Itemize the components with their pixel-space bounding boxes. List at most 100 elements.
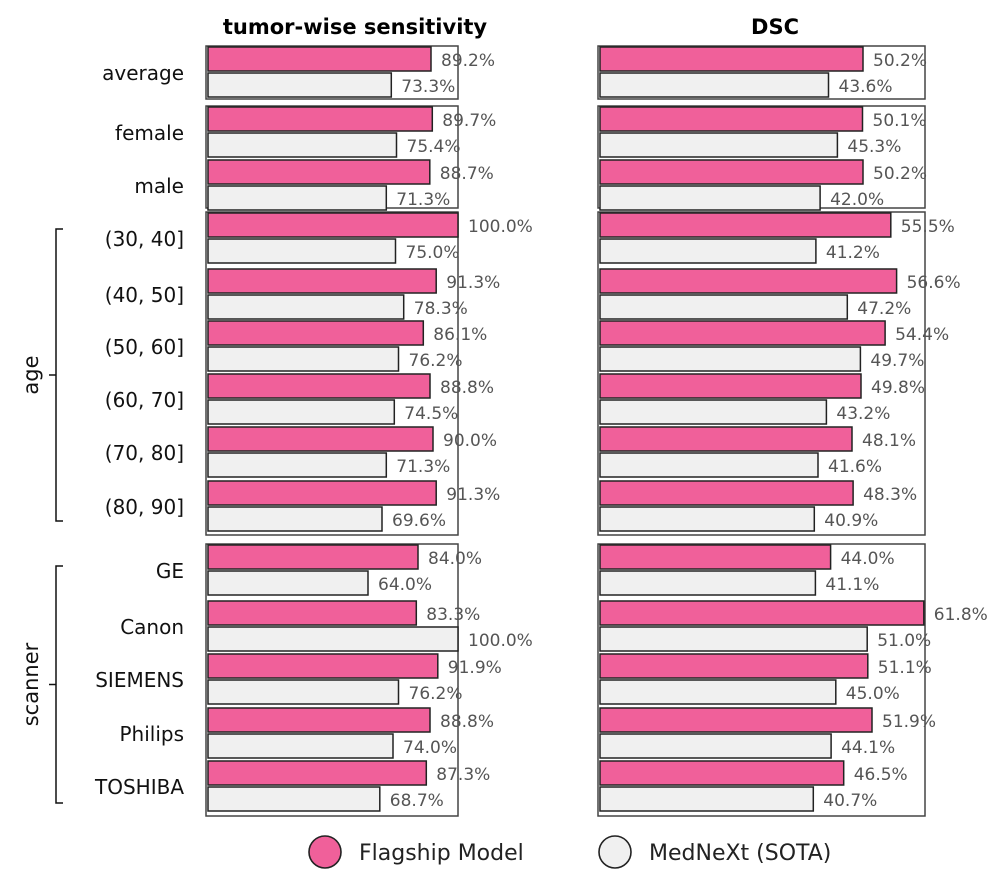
panel-2-group-frame-1 bbox=[597, 45, 926, 100]
bar-panel1-mednext bbox=[207, 72, 393, 98]
value-label: 68.7% bbox=[390, 791, 444, 811]
bar-panel2-mednext bbox=[599, 733, 832, 759]
value-label: 61.8% bbox=[934, 605, 988, 625]
bar-panel2-mednext bbox=[599, 506, 816, 532]
bar-panel2-flagship bbox=[599, 373, 862, 399]
value-label: 91.3% bbox=[446, 485, 500, 505]
bar-panel2-flagship bbox=[599, 106, 864, 132]
category-label: (30, 40] bbox=[105, 227, 184, 251]
value-label: 44.1% bbox=[841, 738, 895, 758]
bar-panel2-flagship bbox=[599, 760, 845, 786]
value-label: 74.5% bbox=[404, 404, 458, 424]
bar-panel2-flagship bbox=[599, 480, 854, 506]
category-label: GE bbox=[156, 559, 184, 583]
bar-panel2-mednext bbox=[599, 399, 828, 425]
bar-panel1-flagship bbox=[207, 480, 437, 506]
bar-panel2-flagship bbox=[599, 426, 853, 452]
bar-panel1-flagship bbox=[207, 46, 432, 72]
value-label: 40.9% bbox=[824, 511, 878, 531]
category-label: (50, 60] bbox=[105, 335, 184, 359]
bar-panel2-mednext bbox=[599, 786, 815, 812]
value-label: 50.2% bbox=[873, 51, 927, 71]
bar-panel2-flagship bbox=[599, 268, 898, 294]
bar-panel2-flagship bbox=[599, 544, 832, 570]
category-label: average bbox=[102, 61, 184, 85]
bar-panel1-flagship bbox=[207, 426, 434, 452]
value-label: 51.9% bbox=[882, 712, 936, 732]
value-label: 50.2% bbox=[873, 164, 927, 184]
panel-1-group-frame-3 bbox=[205, 211, 459, 536]
value-label: 45.3% bbox=[847, 137, 901, 157]
value-label: 48.3% bbox=[863, 485, 917, 505]
value-label: 64.0% bbox=[378, 575, 432, 595]
value-label: 45.0% bbox=[846, 684, 900, 704]
bar-panel1-mednext bbox=[207, 679, 400, 705]
bar-panel1-flagship bbox=[207, 544, 419, 570]
value-label: 84.0% bbox=[428, 549, 482, 569]
bar-panel2-mednext bbox=[599, 346, 862, 372]
value-label: 56.6% bbox=[907, 273, 961, 293]
value-label: 41.6% bbox=[828, 457, 882, 477]
value-label: 74.0% bbox=[403, 738, 457, 758]
panel-1-group-frame-4 bbox=[205, 543, 459, 817]
legend-swatch-flagship bbox=[308, 835, 342, 869]
bar-panel1-mednext bbox=[207, 452, 388, 478]
value-label: 40.7% bbox=[823, 791, 877, 811]
bar-panel2-mednext bbox=[599, 238, 817, 264]
bar-panel1-mednext bbox=[207, 132, 398, 158]
bar-panel1-flagship bbox=[207, 159, 431, 185]
bar-panel2-flagship bbox=[599, 653, 869, 679]
value-label: 76.2% bbox=[409, 351, 463, 371]
value-label: 54.4% bbox=[895, 325, 949, 345]
value-label: 49.7% bbox=[870, 351, 924, 371]
bar-panel1-mednext bbox=[207, 294, 405, 320]
category-label: Canon bbox=[120, 615, 184, 639]
panel-title-2: DSC bbox=[751, 15, 799, 39]
value-label: 87.3% bbox=[436, 765, 490, 785]
bar-panel2-mednext bbox=[599, 679, 837, 705]
value-label: 71.3% bbox=[396, 457, 450, 477]
bar-panel1-mednext bbox=[207, 733, 394, 759]
category-label: (80, 90] bbox=[105, 495, 184, 519]
bar-panel1-mednext bbox=[207, 399, 396, 425]
value-label: 51.0% bbox=[877, 631, 931, 651]
bar-panel2-flagship bbox=[599, 320, 886, 346]
category-label: male bbox=[134, 174, 184, 198]
bar-panel2-flagship bbox=[599, 46, 864, 72]
value-label: 100.0% bbox=[468, 631, 533, 651]
legend-label-flagship: Flagship Model bbox=[359, 841, 524, 866]
bar-panel2-flagship bbox=[599, 707, 873, 733]
value-label: 89.7% bbox=[442, 111, 496, 131]
value-label: 51.1% bbox=[878, 658, 932, 678]
category-label: SIEMENS bbox=[95, 668, 184, 692]
bar-panel2-flagship bbox=[599, 159, 864, 185]
group-label-scanner: scanner bbox=[19, 642, 43, 726]
bar-panel2-mednext bbox=[599, 294, 849, 320]
bar-panel1-flagship bbox=[207, 212, 459, 238]
value-label: 75.4% bbox=[407, 137, 461, 157]
value-label: 47.2% bbox=[857, 299, 911, 319]
value-label: 41.2% bbox=[826, 243, 880, 263]
value-label: 46.5% bbox=[854, 765, 908, 785]
bar-panel1-mednext bbox=[207, 786, 381, 812]
value-label: 76.2% bbox=[409, 684, 463, 704]
value-label: 83.3% bbox=[426, 605, 480, 625]
panel-2-group-frame-3 bbox=[597, 211, 926, 536]
bar-panel1-mednext bbox=[207, 238, 397, 264]
value-label: 91.3% bbox=[446, 273, 500, 293]
value-label: 88.7% bbox=[440, 164, 494, 184]
bar-panel1-flagship bbox=[207, 320, 425, 346]
value-label: 42.0% bbox=[830, 190, 884, 210]
value-label: 73.3% bbox=[401, 77, 455, 97]
bar-panel1-mednext bbox=[207, 626, 459, 652]
bar-panel1-mednext bbox=[207, 506, 383, 532]
panel-2-group-frame-4 bbox=[597, 543, 926, 817]
bar-panel2-mednext bbox=[599, 570, 817, 596]
category-label: female bbox=[115, 121, 184, 145]
category-label: (60, 70] bbox=[105, 388, 184, 412]
value-label: 43.6% bbox=[839, 77, 893, 97]
panel-1-group-frame-1 bbox=[205, 45, 459, 100]
value-label: 90.0% bbox=[443, 431, 497, 451]
value-label: 88.8% bbox=[440, 712, 494, 732]
category-label: TOSHIBA bbox=[94, 775, 184, 799]
